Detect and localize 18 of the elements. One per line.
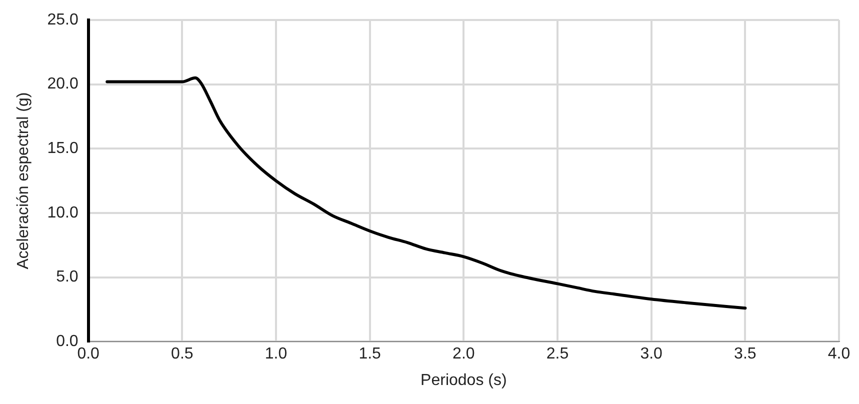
y-tick-label: 15.0: [47, 140, 78, 158]
y-tick-label: 5.0: [56, 268, 78, 286]
x-tick-label: 2.0: [452, 346, 475, 363]
x-tick-label: 0.5: [171, 346, 194, 363]
y-tick-label: 0.0: [56, 333, 78, 350]
x-tick-label: 4.0: [828, 346, 850, 363]
x-tick-label: 1.5: [358, 346, 382, 363]
y-tick-label: 25.0: [47, 11, 78, 28]
x-tick-label: 3.5: [734, 346, 756, 363]
x-axis-title: Periodos (s): [420, 372, 507, 389]
x-tick-label: 1.0: [264, 346, 288, 363]
y-tick-label: 20.0: [47, 76, 78, 93]
y-axis-title: Aceleración espectral (g): [15, 92, 32, 270]
x-tick-label: 2.5: [546, 346, 569, 363]
y-tick-label: 10.0: [47, 204, 78, 222]
line-series: [106, 76, 747, 310]
x-tick-label: 0.0: [77, 346, 100, 363]
x-tick-label: 3.0: [640, 346, 663, 363]
